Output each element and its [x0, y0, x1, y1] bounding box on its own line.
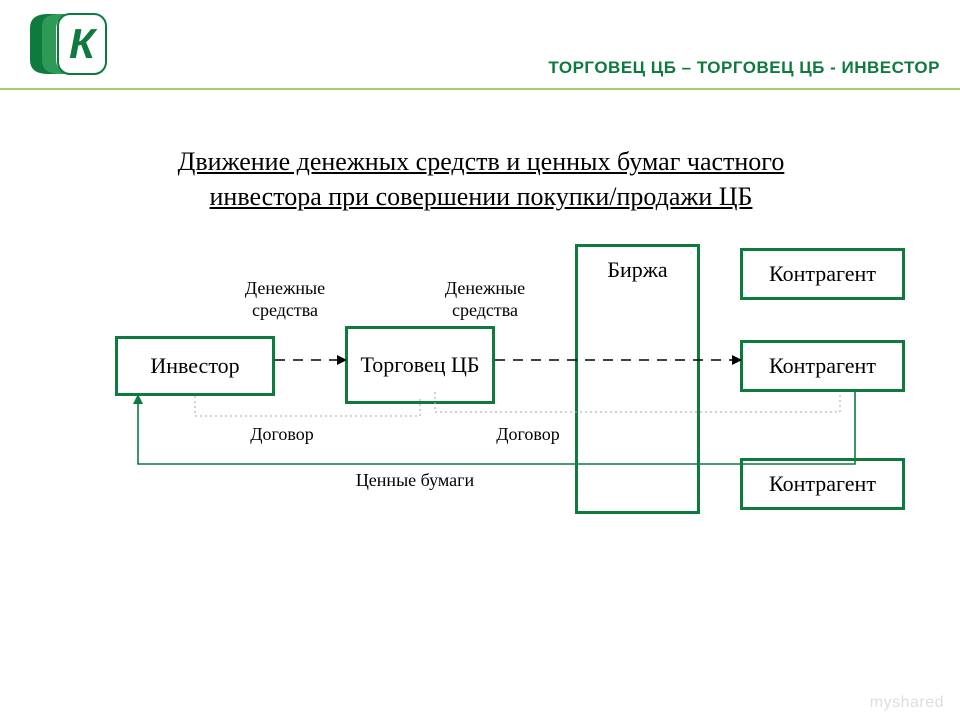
node-counterparty-2: Контрагент: [740, 340, 905, 392]
page-title: Движение денежных средств и ценных бумаг…: [96, 144, 866, 214]
node-counterparty-1-label: Контрагент: [769, 261, 876, 286]
node-trader: Торговец ЦБ: [345, 326, 495, 404]
svg-text:К: К: [69, 20, 98, 67]
title-line-2: инвестора при совершении покупки/продажи…: [210, 182, 753, 211]
watermark: myshared: [870, 694, 944, 712]
node-counterparty-1: Контрагент: [740, 248, 905, 300]
logo-svg: К: [24, 8, 114, 86]
label-contract-2: Договор: [478, 424, 578, 446]
node-trader-label: Торговец ЦБ: [360, 352, 479, 377]
node-exchange: Биржа: [575, 244, 700, 514]
node-investor-label: Инвестор: [150, 353, 239, 378]
logo: К: [24, 8, 114, 91]
logo-shape: К: [30, 14, 106, 74]
header-text: ТОРГОВЕЦ ЦБ – ТОРГОВЕЦ ЦБ - ИНВЕСТОР: [548, 58, 940, 78]
node-counterparty-3: Контрагент: [740, 458, 905, 510]
label-securities: Ценные бумаги: [330, 470, 500, 492]
node-investor: Инвестор: [115, 336, 275, 396]
node-counterparty-2-label: Контрагент: [769, 353, 876, 378]
label-cash-2: Денежные средства: [425, 278, 545, 321]
node-exchange-label: Биржа: [607, 257, 667, 282]
label-cash-1: Денежные средства: [225, 278, 345, 321]
node-counterparty-3-label: Контрагент: [769, 471, 876, 496]
label-contract-1: Договор: [232, 424, 332, 446]
title-line-1: Движение денежных средств и ценных бумаг…: [178, 147, 785, 176]
header-rule: [0, 88, 960, 90]
